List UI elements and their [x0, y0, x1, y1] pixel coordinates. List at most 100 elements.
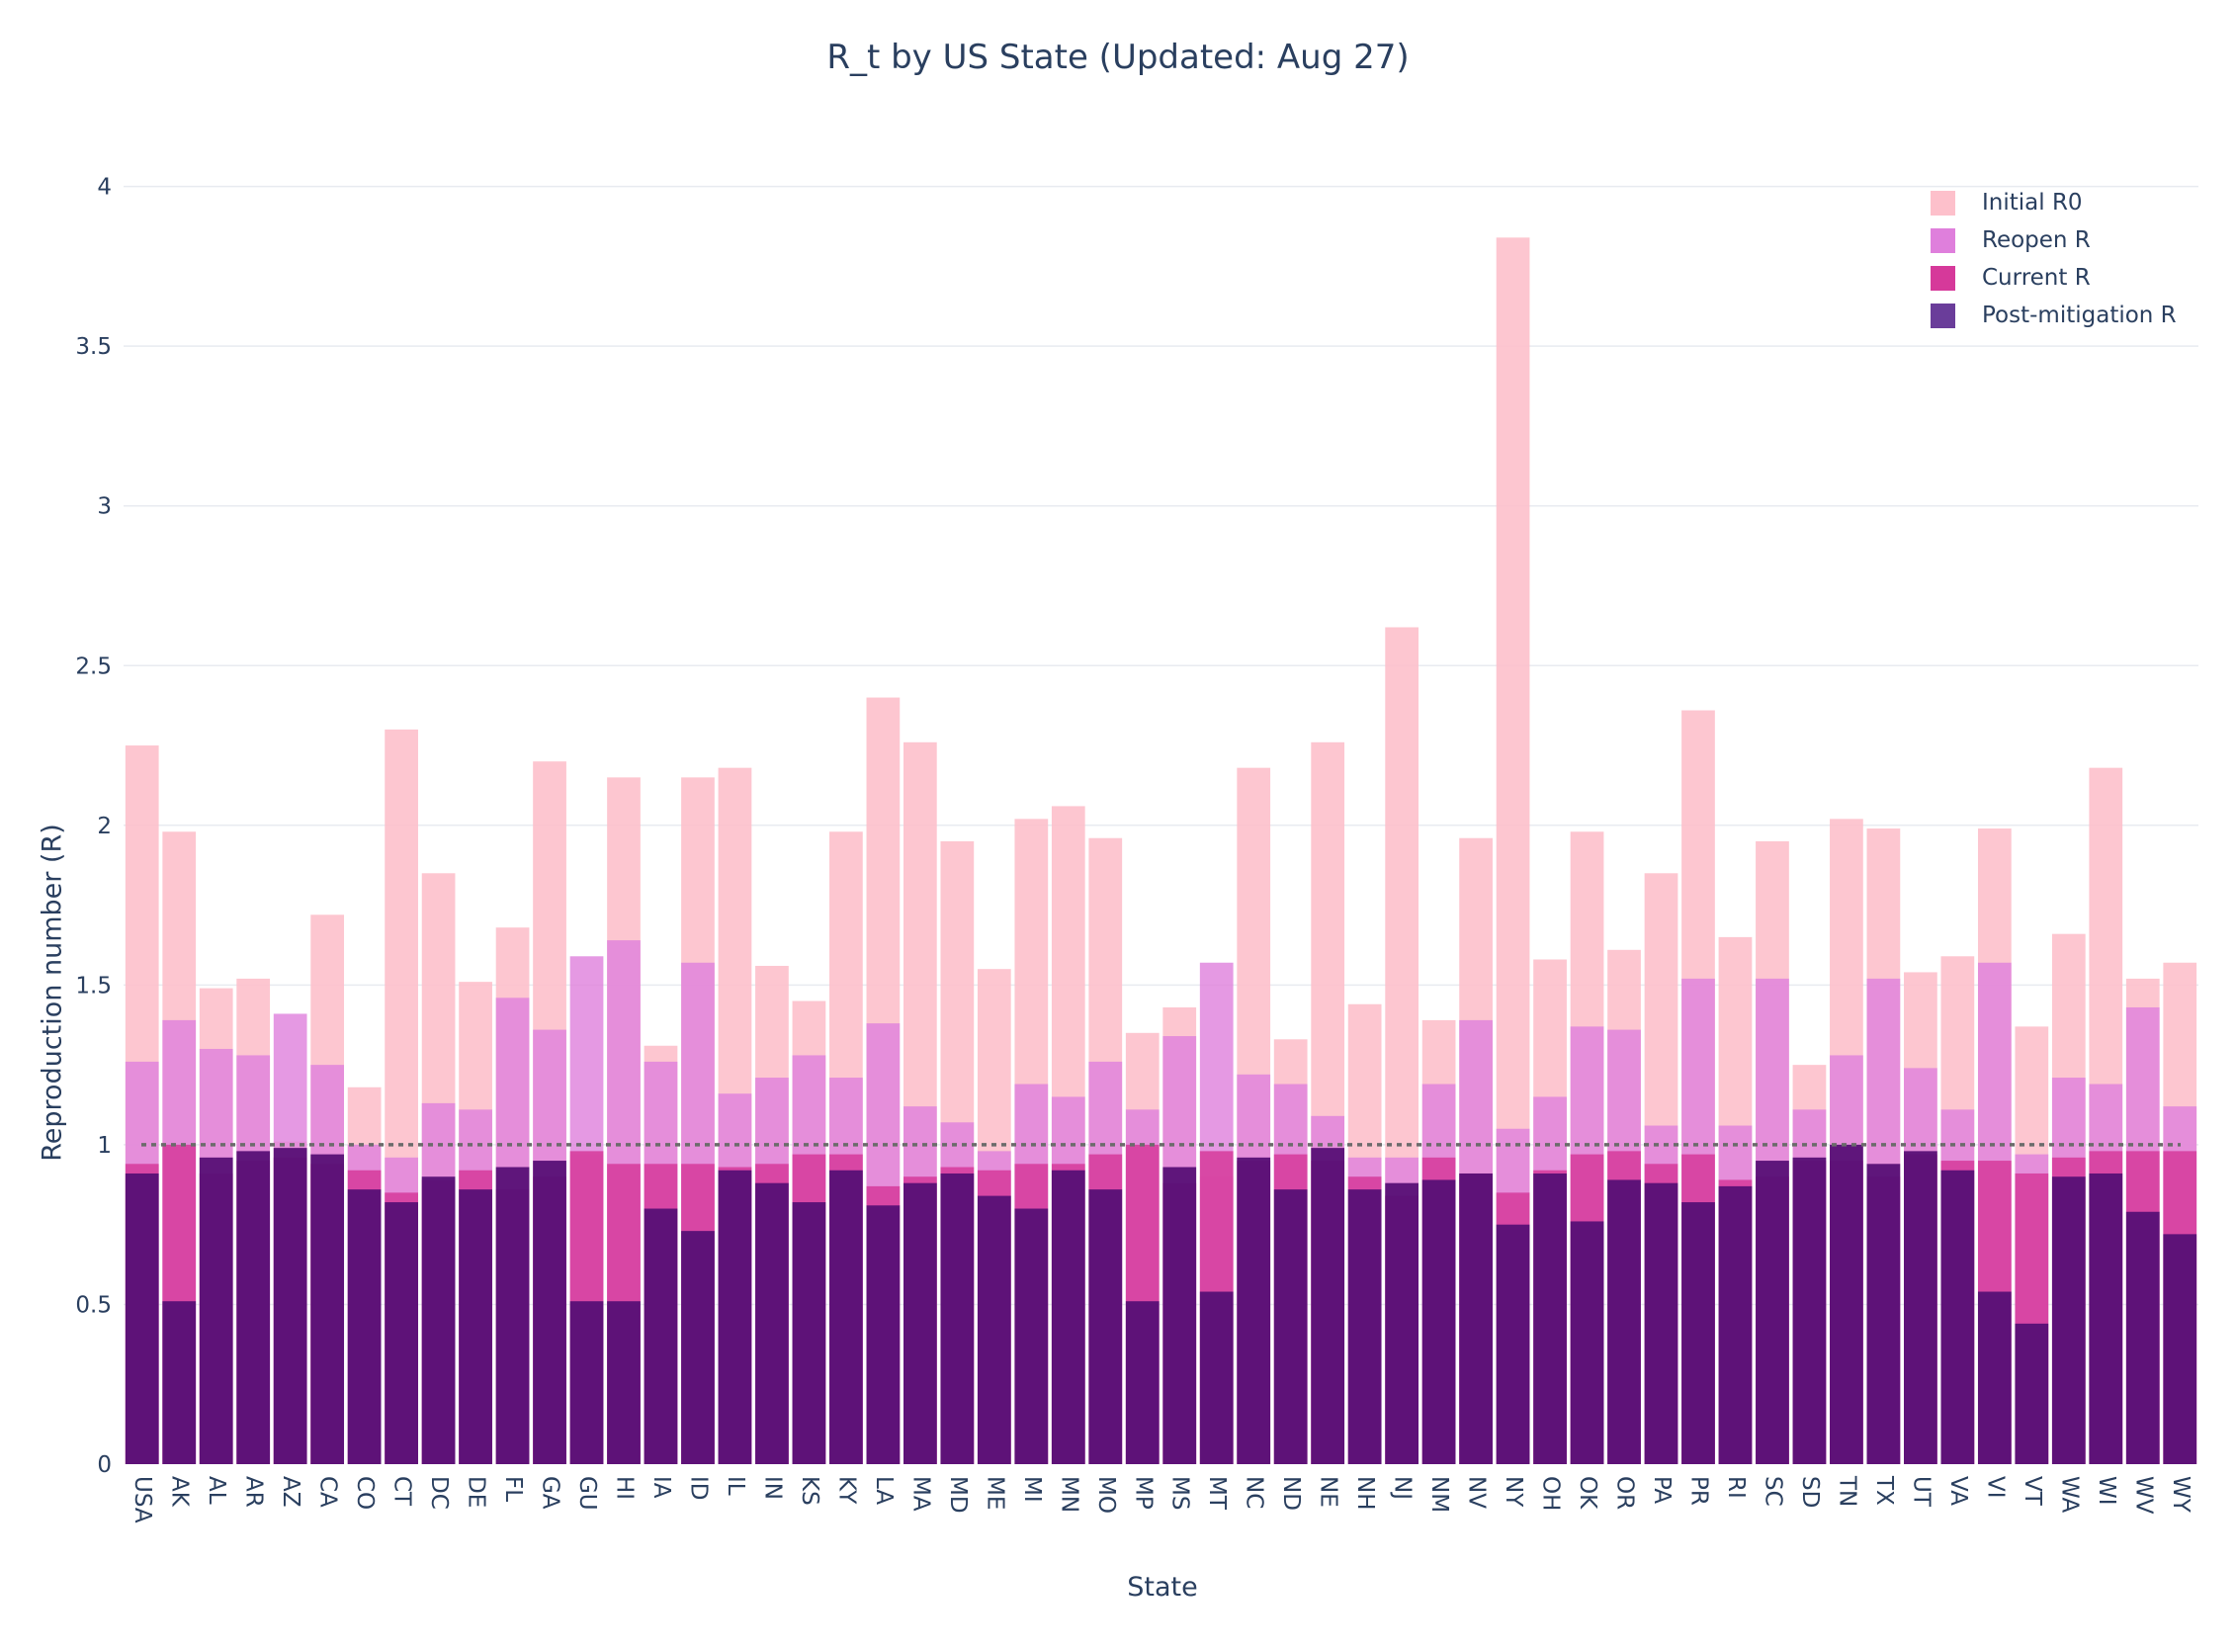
y-tick-label: 3 — [97, 494, 112, 520]
legend-item-reopen-r[interactable]: Reopen R — [1931, 221, 2177, 259]
x-tick-label: TN — [1834, 1475, 1859, 1507]
x-tick-label: ND — [1278, 1476, 1304, 1511]
post-mitigation-r-bar — [569, 1301, 604, 1464]
x-tick-label: MO — [1093, 1476, 1119, 1514]
y-tick-label: 1 — [97, 1133, 112, 1159]
x-tick-label: MD — [945, 1476, 971, 1514]
x-tick-label: MN — [1056, 1476, 1081, 1513]
legend-item-initial-r0[interactable]: Initial R0 — [1931, 184, 2177, 221]
x-tick-label: GU — [574, 1476, 600, 1511]
x-tick-label: VA — [1945, 1476, 1971, 1506]
post-mitigation-r-bar — [1311, 1148, 1345, 1464]
legend-label: Current R — [1982, 265, 2091, 291]
x-tick-label: MI — [1019, 1476, 1045, 1503]
x-tick-label: ID — [685, 1476, 711, 1501]
x-tick-label: NE — [1316, 1476, 1341, 1508]
post-mitigation-r-bar — [1162, 1167, 1197, 1464]
post-mitigation-r-bar — [273, 1148, 307, 1464]
post-mitigation-r-series — [125, 1144, 2197, 1464]
post-mitigation-r-bar — [2163, 1234, 2197, 1464]
x-tick-label: MA — [907, 1476, 933, 1512]
x-tick-label: CA — [315, 1476, 341, 1508]
y-tick-label: 2.5 — [75, 653, 112, 679]
post-mitigation-r-bar — [495, 1167, 530, 1464]
y-tick-label: 4 — [97, 175, 112, 201]
post-mitigation-r-bar — [718, 1170, 752, 1464]
x-tick-label: OK — [1575, 1476, 1600, 1510]
x-tick-label: AL — [204, 1476, 229, 1505]
post-mitigation-r-bar — [2125, 1211, 2160, 1464]
post-mitigation-r-bar — [1125, 1301, 1160, 1464]
y-tick-label: 0.5 — [75, 1292, 112, 1318]
x-tick-label: KS — [797, 1476, 822, 1506]
post-mitigation-r-bar — [1718, 1185, 1753, 1464]
legend-swatch — [1931, 265, 1955, 291]
post-mitigation-r-bar — [792, 1202, 826, 1464]
post-mitigation-r-bar — [533, 1161, 566, 1464]
post-mitigation-r-bar — [310, 1154, 345, 1464]
post-mitigation-r-bar — [1273, 1189, 1308, 1464]
x-tick-label: AR — [241, 1476, 267, 1508]
x-tick-label: NJ — [1390, 1476, 1416, 1500]
legend-item-post-mitigation-r[interactable]: Post-mitigation R — [1931, 297, 2177, 334]
post-mitigation-r-bar — [1347, 1189, 1382, 1464]
post-mitigation-r-bar — [421, 1176, 456, 1464]
x-tick-label: MP — [1130, 1476, 1156, 1510]
post-mitigation-r-bar — [1570, 1221, 1604, 1464]
legend-label: Initial R0 — [1982, 190, 2083, 216]
post-mitigation-r-bar — [1756, 1161, 1789, 1464]
x-tick-label: NH — [1352, 1476, 1378, 1511]
post-mitigation-r-bar — [2015, 1323, 2049, 1464]
post-mitigation-r-bar — [1014, 1208, 1049, 1464]
post-mitigation-r-bar — [1385, 1182, 1419, 1464]
post-mitigation-r-bar — [125, 1173, 159, 1464]
post-mitigation-r-bar — [1866, 1164, 1901, 1464]
x-tick-label: NY — [1501, 1476, 1526, 1508]
post-mitigation-r-bar — [644, 1208, 678, 1464]
x-tick-label: UT — [1908, 1476, 1934, 1508]
x-tick-label: VT — [2020, 1476, 2045, 1507]
post-mitigation-r-bar — [1681, 1202, 1715, 1464]
x-tick-label: WA — [2056, 1476, 2082, 1513]
x-tick-label: HI — [612, 1476, 638, 1500]
post-mitigation-r-bar — [1607, 1179, 1641, 1464]
x-tick-label: OR — [1612, 1476, 1638, 1510]
post-mitigation-r-bar — [236, 1151, 271, 1464]
x-tick-label: CO — [352, 1476, 378, 1510]
x-tick-label: SD — [1797, 1476, 1823, 1508]
post-mitigation-r-bar — [1644, 1182, 1678, 1464]
legend-swatch — [1931, 303, 1955, 328]
x-tick-label: AK — [167, 1476, 193, 1508]
post-mitigation-r-bar — [977, 1195, 1011, 1464]
x-axis-title: State — [1127, 1572, 1198, 1603]
x-tick-label: PA — [1649, 1476, 1675, 1504]
post-mitigation-r-bar — [347, 1189, 382, 1464]
post-mitigation-r-bar — [903, 1182, 937, 1464]
x-tick-label: MT — [1204, 1476, 1230, 1511]
x-tick-label: WY — [2168, 1476, 2193, 1514]
post-mitigation-r-bar — [1088, 1189, 1123, 1464]
x-tick-label: NM — [1426, 1476, 1452, 1513]
y-tick-label: 3.5 — [75, 334, 112, 360]
post-mitigation-r-bar — [1533, 1173, 1567, 1464]
legend-item-current-r[interactable]: Current R — [1931, 259, 2177, 297]
x-tick-label: CT — [389, 1476, 415, 1507]
x-tick-label: RI — [1723, 1476, 1749, 1499]
post-mitigation-r-bar — [1977, 1291, 2012, 1464]
legend: Initial R0 Reopen R Current R Post-mitigati… — [1931, 184, 2177, 334]
post-mitigation-r-bar — [1940, 1170, 1975, 1464]
x-tick-label: IA — [648, 1476, 674, 1499]
x-tick-label: AZ — [278, 1476, 303, 1508]
x-tick-label: VI — [1982, 1476, 2008, 1499]
x-tick-label: USA — [129, 1476, 155, 1523]
post-mitigation-r-bar — [681, 1231, 715, 1464]
x-tick-label: KY — [833, 1476, 859, 1505]
x-tick-label: FL — [500, 1476, 526, 1502]
post-mitigation-r-bar — [1904, 1151, 1937, 1464]
legend-swatch — [1931, 190, 1955, 216]
post-mitigation-r-bar — [199, 1157, 233, 1464]
post-mitigation-r-bar — [1792, 1157, 1827, 1464]
post-mitigation-r-bar — [1830, 1144, 1863, 1464]
